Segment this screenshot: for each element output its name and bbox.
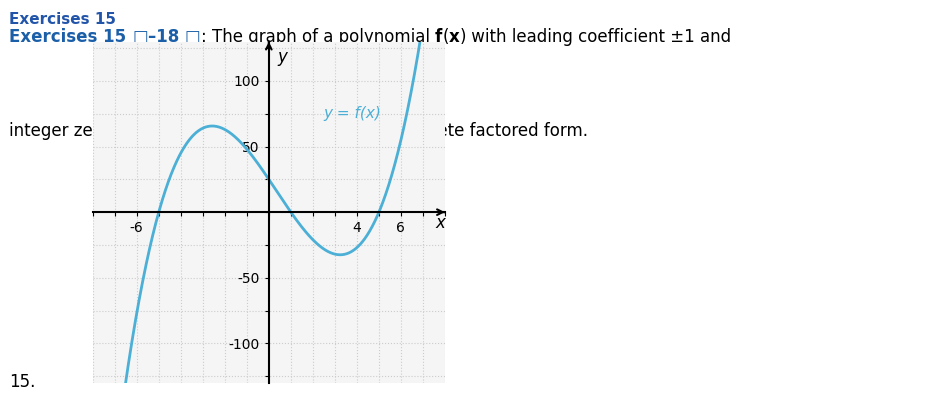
Text: □: □	[184, 28, 200, 46]
Text: with leading coefficient ±1 and: with leading coefficient ±1 and	[465, 28, 730, 46]
Text: –18: –18	[148, 28, 184, 46]
Text: (: (	[442, 28, 449, 46]
Text: Exercises 15: Exercises 15	[9, 12, 121, 27]
Text: integer zeros is shown in the figure. Write its complete factored form.: integer zeros is shown in the figure. Wr…	[9, 121, 589, 140]
Text: x: x	[449, 28, 459, 46]
Text: □: □	[133, 28, 148, 46]
Text: Exercises 15: Exercises 15	[9, 28, 133, 46]
Text: : The graph of a polynomial: : The graph of a polynomial	[200, 28, 435, 46]
Text: ): )	[459, 28, 465, 46]
Text: f: f	[435, 28, 442, 46]
Text: x: x	[436, 214, 446, 232]
Text: 15.: 15.	[9, 373, 35, 391]
Text: y: y	[277, 48, 287, 66]
Text: y = f(x): y = f(x)	[324, 106, 382, 121]
